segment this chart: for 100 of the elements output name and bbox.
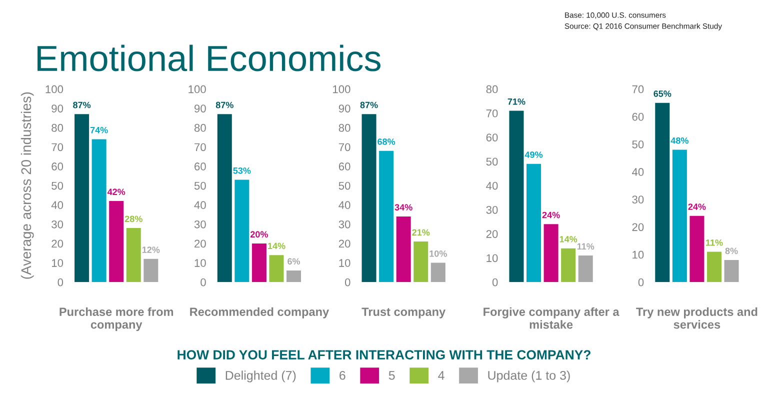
bar [561,248,576,282]
y-tick-label: 50 [338,182,350,190]
data-label: 6% [288,258,300,265]
legend-label: Update (1 to 3) [488,370,570,382]
y-tick-label: 70 [338,143,350,152]
bar [706,252,722,282]
bar [672,150,687,282]
y-tick-label: 20 [52,240,64,248]
data-label: 53% [233,167,251,174]
y-tick-label: 100 [46,85,64,94]
legend-label: 6 [340,370,346,380]
bar [396,216,411,282]
data-label: 28% [124,216,142,222]
data-label: 11% [706,239,723,246]
data-label: 87% [216,102,234,108]
y-tick-label: 100 [333,85,350,94]
y-tick-label: 50 [52,182,64,190]
data-label: 49% [524,152,543,158]
x-tick-label: Trust company [362,308,446,318]
bar [126,228,141,282]
y-tick-label: 40 [338,201,350,210]
y-tick-label: 100 [188,85,206,94]
y-tick-label: 10 [52,259,64,267]
x-tick-label: Recommended company [190,307,330,318]
data-label: 24% [688,204,706,210]
data-label: 65% [654,90,672,97]
y-tick-label: 60 [338,162,350,170]
data-label: 21% [412,229,430,236]
y-tick-label: 80 [194,124,206,132]
data-label: 42% [107,188,126,196]
bar [379,150,394,282]
y-axis-title: (Average across 20 industries) [20,92,34,279]
y-tick-label: 70 [194,143,206,152]
y-tick-label: 80 [338,124,350,132]
y-tick-label: 50 [194,182,206,190]
legend-label: 4 [438,371,444,380]
bar [690,216,704,282]
y-tick-label: 10 [194,259,206,267]
y-tick-label: 90 [194,104,206,112]
bar [655,102,670,282]
y-tick-label: 0 [344,278,350,286]
y-tick-label: 30 [52,220,64,228]
x-tick-label: Try new products and services [636,307,758,329]
bar [74,114,90,282]
data-label: 48% [670,137,688,144]
y-tick-label: 30 [632,196,644,204]
y-tick-label: 50 [632,140,644,148]
data-label: 14% [560,236,578,242]
data-label: 68% [378,138,396,145]
data-label: 11% [577,243,594,250]
y-tick-label: 70 [52,143,64,152]
data-label: 87% [73,102,91,108]
y-tick-label: 70 [632,85,644,94]
y-tick-label: 70 [486,109,498,118]
y-tick-label: 20 [486,230,498,238]
bar [578,256,593,282]
bar [269,255,284,282]
y-tick-label: 10 [339,259,350,267]
bar [252,243,266,282]
bar [362,114,376,282]
bar [509,110,524,282]
data-label: 10% [430,250,447,257]
bar [544,224,558,282]
y-tick-label: 40 [632,168,644,176]
y-tick-label: 30 [194,220,206,228]
y-tick-label: 60 [486,134,498,142]
x-tick-label: Purchase more from company [60,307,174,332]
y-tick-label: 50 [486,158,498,166]
y-tick-label: 40 [486,182,498,190]
y-tick-label: 90 [338,104,350,112]
y-tick-label: 40 [194,201,206,210]
y-tick-label: 30 [338,220,350,228]
y-tick-label: 0 [492,278,498,286]
y-tick-label: 20 [338,240,350,248]
legend-label: 5 [388,371,395,380]
legend-label: Delighted (7) [226,370,296,382]
y-tick-label: 10 [632,250,644,259]
bar [217,114,232,282]
bar [724,260,739,282]
chart-title: Emotional Economics [38,44,380,72]
y-tick-label: 0 [200,278,206,286]
y-tick-label: 60 [632,112,644,121]
bar [430,262,446,282]
y-tick-label: 60 [194,162,206,170]
x-tick-label: Forgive company after a mistake [484,307,620,329]
y-tick-label: 90 [52,104,64,112]
legend-title: HOW DID YOU FEEL AFTER INTERACTING WITH THE COMPANY? [178,350,590,360]
y-tick-label: 30 [486,206,498,214]
bar [526,164,542,282]
y-tick-label: 0 [58,278,64,286]
bar [92,139,106,282]
y-tick-label: 60 [52,162,64,170]
data-label: 74% [90,126,108,134]
y-tick-label: 80 [52,124,64,132]
data-label: 34% [394,204,412,211]
y-tick-label: 80 [486,85,498,94]
y-tick-label: 20 [632,223,644,232]
data-label: 8% [725,248,738,254]
bar [234,180,250,282]
y-tick-label: 20 [194,240,206,248]
